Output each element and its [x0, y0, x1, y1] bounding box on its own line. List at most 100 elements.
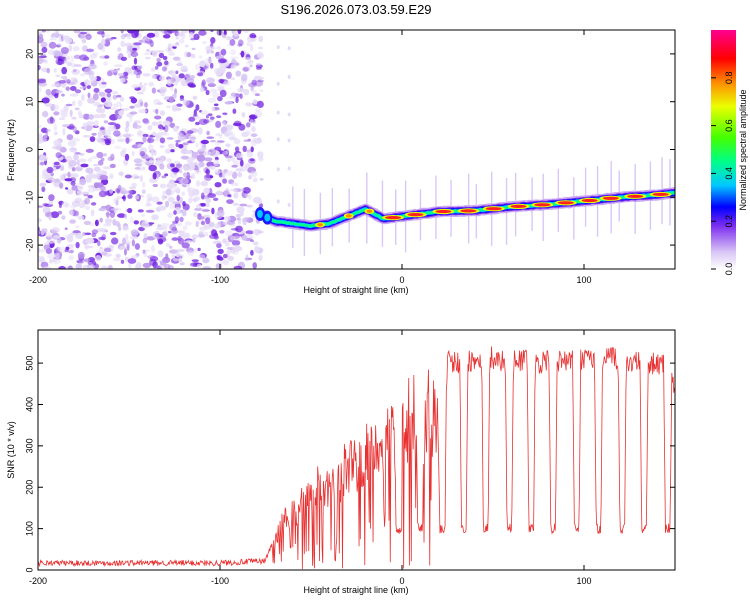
spectrogram-xtick-label: -200	[29, 275, 47, 285]
noise-blob	[141, 221, 150, 229]
noise-blob	[159, 144, 165, 149]
noise-blob	[176, 103, 183, 107]
noise-blob	[71, 167, 76, 172]
noise-blob	[109, 115, 115, 121]
noise-blob	[87, 194, 93, 199]
noise-blob	[129, 216, 135, 224]
noise-blob	[45, 30, 50, 33]
noise-blob	[142, 135, 147, 143]
noise-blob	[188, 135, 196, 141]
noise-blob	[224, 216, 231, 222]
noise-blob	[163, 125, 169, 133]
noise-blob	[162, 120, 171, 126]
noise-blob	[57, 210, 63, 215]
noise-blob	[233, 187, 242, 193]
noise-blob	[226, 36, 233, 41]
noise-blob	[216, 209, 225, 217]
noise-blob	[69, 147, 78, 153]
noise-blob	[248, 175, 252, 180]
noise-blob	[101, 30, 105, 38]
noise-blob	[159, 75, 166, 81]
noise-blob	[40, 259, 46, 263]
noise-blob	[144, 102, 148, 108]
noise-blob	[93, 101, 101, 107]
noise-blob	[218, 58, 227, 64]
noise-blob	[209, 175, 214, 179]
noise-blob	[210, 116, 215, 120]
noise-blob	[137, 130, 143, 136]
noise-blob	[204, 157, 213, 162]
noise-blob	[216, 190, 222, 196]
noise-blob	[175, 163, 183, 168]
noise-blob	[188, 190, 195, 198]
noise-blob	[116, 101, 122, 104]
noise-blob	[218, 172, 223, 178]
noise-blob	[119, 245, 127, 250]
noise-blob	[137, 209, 144, 213]
noise-blob	[92, 163, 99, 167]
noise-blob	[229, 235, 236, 241]
noise-blob	[210, 37, 216, 44]
noise-blob	[61, 93, 65, 97]
noise-blob	[130, 235, 139, 240]
noise-blob	[117, 138, 125, 143]
noise-blob	[187, 186, 191, 193]
noise-blob	[198, 254, 206, 260]
noise-blob	[276, 81, 280, 86]
noise-blob	[254, 110, 263, 118]
noise-blob	[103, 153, 107, 157]
noise-blob	[136, 91, 144, 95]
noise-blob	[202, 257, 210, 264]
noise-blob	[207, 193, 217, 198]
noise-blob	[85, 148, 94, 153]
noise-blob	[206, 161, 215, 168]
noise-blob	[225, 149, 230, 154]
noise-blob	[192, 95, 198, 101]
noise-blob	[198, 231, 204, 238]
noise-blob	[231, 244, 241, 253]
noise-blob	[185, 150, 193, 155]
noise-blob	[236, 217, 241, 221]
noise-blob	[150, 67, 156, 72]
noise-blob	[158, 131, 167, 135]
noise-blob	[82, 113, 91, 120]
noise-blob	[94, 219, 99, 227]
noise-blob	[119, 103, 123, 108]
noise-blob	[221, 121, 226, 124]
noise-blob	[100, 127, 105, 130]
noise-blob	[120, 108, 130, 111]
noise-blob	[171, 74, 177, 78]
noise-blob	[58, 80, 67, 84]
colorbar-label: Normalized spectral amplitude	[738, 89, 748, 210]
noise-blob	[147, 222, 155, 225]
noise-blob	[245, 192, 251, 198]
noise-blob	[174, 88, 178, 95]
noise-blob	[176, 248, 185, 253]
noise-blob	[231, 30, 235, 34]
noise-blob	[203, 187, 210, 195]
noise-blob	[134, 176, 141, 179]
noise-blob	[109, 163, 116, 169]
noise-blob	[41, 30, 46, 33]
noise-blob	[200, 181, 209, 187]
noise-blob	[217, 257, 224, 261]
noise-blob	[81, 39, 87, 44]
noise-blob	[195, 142, 199, 148]
noise-blob	[105, 218, 113, 224]
noise-blob	[53, 131, 58, 136]
noise-blob	[198, 161, 205, 168]
noise-blob	[171, 43, 180, 47]
signal-peak	[460, 209, 477, 213]
noise-blob	[104, 139, 111, 146]
noise-blob	[109, 188, 114, 194]
noise-blob	[71, 62, 76, 69]
noise-blob	[111, 237, 119, 245]
noise-blob	[77, 99, 83, 107]
noise-blob	[249, 235, 254, 239]
snr-xlabel: Height of straight line (km)	[303, 585, 408, 595]
noise-blob	[239, 165, 248, 172]
noise-blob	[207, 83, 216, 88]
noise-blob	[65, 103, 73, 107]
noise-blob	[90, 202, 97, 206]
noise-blob	[223, 80, 230, 86]
